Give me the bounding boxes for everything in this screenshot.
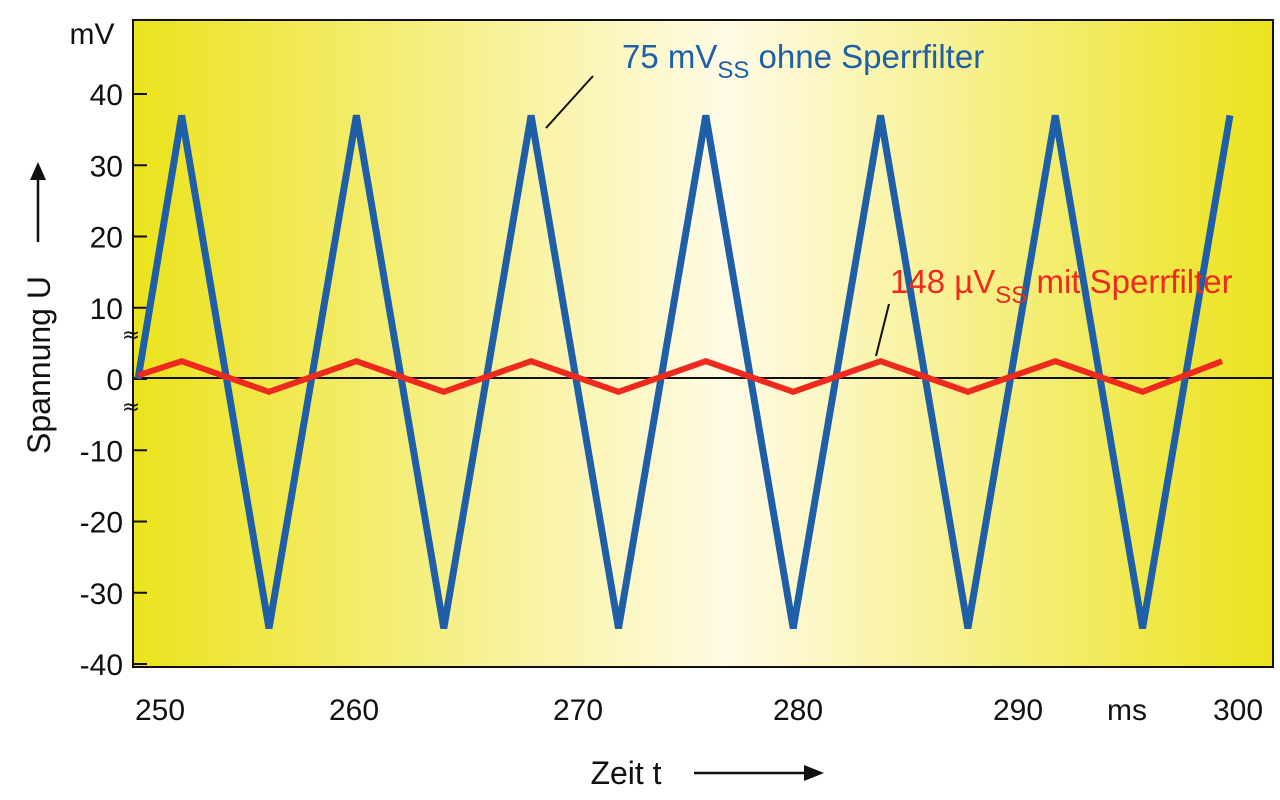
- annotation-ohne-rest: ohne Sperrfilter: [749, 38, 984, 75]
- x-tick-label: 270: [553, 694, 603, 727]
- y-axis-arrow: [30, 162, 46, 242]
- y-tick-label: -40: [80, 649, 123, 682]
- annotation-mit-rest: mit Sperrfilter: [1027, 263, 1232, 300]
- annotation-mit-leader: [875, 303, 890, 357]
- y-tick-label: 40: [90, 79, 123, 112]
- y-unit-label: mV: [70, 18, 115, 51]
- annotation-ohne-leader: [545, 75, 594, 129]
- axis-break-upper: ≈: [122, 323, 140, 348]
- x-tick-label: 300: [1213, 694, 1263, 727]
- annotation-mit-sperrfilter: 148 µVSS mit Sperrfilter: [890, 263, 1233, 309]
- x-axis-arrow: [694, 765, 824, 781]
- x-axis-title: Zeit t: [590, 755, 661, 791]
- x-tick-label: 260: [329, 694, 379, 727]
- series-layer: [134, 114, 1234, 629]
- y-tick-label: -30: [80, 578, 123, 611]
- series-line-mit-sperrfilter: [137, 358, 1224, 395]
- annotation-mit-main: 148 µV: [890, 263, 995, 300]
- series-line-ohne-sperrfilter: [134, 114, 1234, 629]
- x-tick-label: 290: [993, 694, 1043, 727]
- y-axis-title: Spannung U: [21, 276, 57, 454]
- y-tick-label: -20: [80, 507, 123, 540]
- y-tick-marks: [133, 93, 147, 665]
- y-tick-label: 20: [90, 222, 123, 255]
- x-tick-labels: 250 260 270 280 290 300: [135, 694, 1263, 727]
- x-tick-label: 250: [135, 694, 185, 727]
- annotation-mit-subscript: SS: [995, 282, 1027, 309]
- x-tick-label: 280: [773, 694, 823, 727]
- y-tick-labels: 40 30 20 10 0 -10 -20 -30 -40: [80, 79, 123, 682]
- axis-break-lower: ≈: [122, 395, 140, 420]
- y-tick-label: 30: [90, 150, 123, 183]
- annotation-ohne-subscript: SS: [717, 57, 749, 84]
- annotation-ohne-main: 75 mV: [622, 38, 717, 75]
- y-tick-label: 10: [90, 293, 123, 326]
- annotation-ohne-sperrfilter: 75 mVSS ohne Sperrfilter: [622, 38, 984, 84]
- y-tick-label: -10: [80, 435, 123, 468]
- y-tick-label: 0: [106, 364, 123, 397]
- x-unit-label: ms: [1107, 694, 1147, 727]
